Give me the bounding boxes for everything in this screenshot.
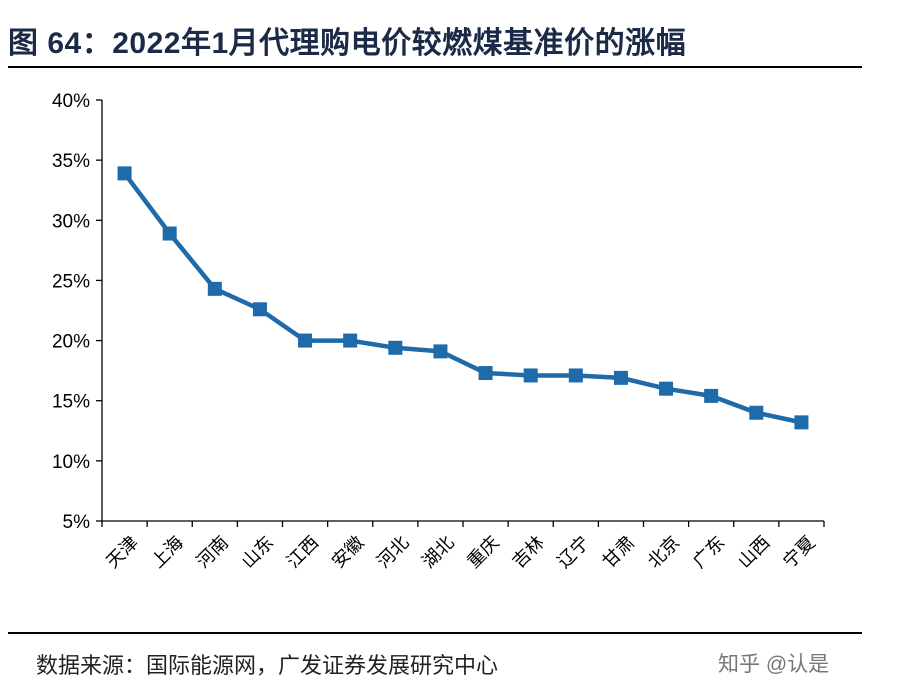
y-tick-label: 10% (52, 452, 90, 473)
x-tick-label: 湖北 (418, 532, 458, 572)
data-point-吉林 (523, 368, 538, 383)
x-tick-label: 吉林 (508, 532, 548, 572)
y-tick-label: 15% (52, 392, 90, 413)
x-tick-label: 重庆 (463, 532, 503, 572)
data-point-河南 (207, 281, 222, 296)
data-point-山东 (252, 302, 267, 317)
y-tick-label: 35% (52, 151, 90, 172)
x-tick-label: 甘肃 (599, 532, 639, 572)
y-tick-label: 40% (52, 91, 90, 112)
x-tick-label: 广东 (689, 532, 729, 572)
x-tick-label: 安徽 (328, 532, 368, 572)
y-tick-label: 5% (63, 512, 91, 533)
data-point-天津 (117, 166, 132, 181)
data-point-广东 (704, 388, 719, 403)
x-tick-label: 辽宁 (554, 532, 594, 572)
source-divider (8, 632, 862, 634)
figure-title: 图 64：2022年1月代理购电价较燃煤基准价的涨幅 (8, 27, 687, 60)
data-point-甘肃 (613, 370, 628, 385)
series-line (122, 172, 802, 425)
x-tick-label: 宁夏 (779, 532, 819, 572)
data-point-宁夏 (794, 415, 809, 430)
x-tick-label: 天津 (102, 532, 142, 572)
data-point-北京 (659, 381, 674, 396)
data-point-重庆 (478, 366, 493, 381)
data-point-辽宁 (568, 368, 583, 383)
source-note: 数据来源：国际能源网，广发证券发展研究中心 (36, 653, 499, 678)
x-tick-label: 北京 (644, 532, 684, 572)
y-tick-label: 20% (52, 332, 90, 353)
title-divider (8, 66, 862, 68)
x-tick-label: 河南 (193, 532, 233, 572)
watermark: 知乎 @认是 (718, 653, 830, 676)
data-point-安徽 (343, 333, 358, 348)
y-tick-label: 30% (52, 211, 90, 232)
x-tick-label: 山西 (734, 532, 774, 572)
data-point-上海 (162, 226, 177, 241)
line-chart: 5% 10% 15% 20% 25% 30% 35% 40% 天津 上海 河南 山东 江西 安徽 河北 湖北重… (52, 91, 825, 572)
data-point-江西 (298, 333, 313, 348)
x-tick-label: 山东 (238, 532, 278, 572)
data-point-河北 (388, 340, 403, 355)
x-tick-label: 河北 (373, 532, 413, 572)
data-point-湖北 (433, 344, 448, 359)
data-point-山西 (749, 405, 764, 420)
x-tick-label: 上海 (147, 532, 187, 572)
y-tick-label: 25% (52, 271, 90, 292)
x-tick-label: 江西 (283, 532, 323, 572)
